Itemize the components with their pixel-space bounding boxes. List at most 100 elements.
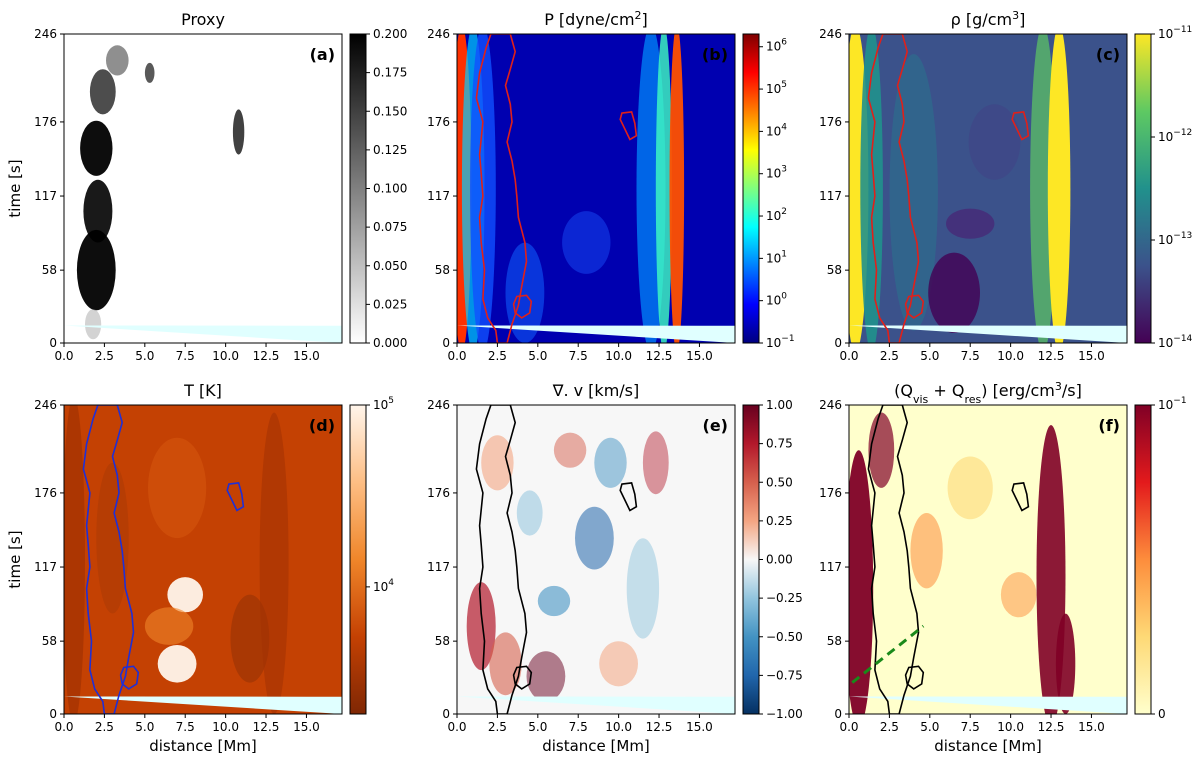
heatmap-feature [64,405,85,714]
x-tick-label: 5.0 [920,349,939,363]
title-part: P [dyne/cm [544,10,634,29]
heatmap-feature [928,252,980,333]
heatmap-feature [669,34,685,343]
tick-base: 10 [766,336,781,350]
colorbar-tick-label: 106 [766,38,787,54]
tick-base: 10 [1158,336,1173,350]
tick-exponent: 5 [388,396,394,406]
panel-title: (Qvis + Qres) [erg/cm3/s] [894,380,1082,406]
contour-small [619,482,638,512]
tick-base: 10 [1158,398,1173,412]
heatmap-feature [83,179,113,243]
colorbar-tick-label: 10−14 [1158,334,1193,350]
plot-area [64,34,342,343]
y-tick-label: 117 [34,560,57,574]
heatmap-feature [562,211,611,274]
plot-area [457,34,735,343]
colorbar-tick-label: 10−1 [1158,396,1187,412]
x-tick-label: 12.5 [646,349,673,363]
heatmap-feature [968,104,1021,180]
colorbar-gradient [349,33,367,344]
colorbar-tick-label: 10−12 [1158,128,1192,144]
heatmap-feature [89,69,116,115]
colorbar-tick-label: −0.25 [766,591,803,605]
panel-c: 0.0 2.5 5.0 7.5 10.0 12.5 15.0 0 58 117 176 246 (c) ρ… [819,9,1193,364]
title-part: T [K] [183,381,222,400]
panel-title: T [K] [183,381,222,400]
colorbar-gradient [1134,33,1152,344]
panel-label: (f) [1098,416,1120,435]
heatmap-feature [232,109,245,155]
x-tick-label: 0.0 [54,720,73,734]
colorbar-tick-label: 105 [766,80,787,96]
tick-exponent: 2 [781,207,787,217]
colorbar-tick-label: 0.125 [373,143,407,157]
tick-exponent: −12 [1173,128,1192,138]
title-part: /s] [1062,381,1082,400]
heatmap-feature [889,54,938,331]
colorbar-tick-label: 10−13 [1158,231,1192,247]
heatmap-feature [868,412,895,488]
colorbar-tick-label: 100 [766,292,787,308]
tick-exponent: 4 [388,578,394,588]
y-tick-label: 0 [442,336,450,350]
panel-title: Proxy [181,10,225,29]
y-axis-label: time [s] [6,530,24,588]
heatmap-feature [157,645,197,683]
colorbar-tick-label: 0.075 [373,220,407,234]
y-tick-label: 58 [435,634,450,648]
panel-title: ∇. v [km/s] [552,381,640,400]
x-tick-label: 10.0 [997,720,1024,734]
heatmap-feature [144,607,194,645]
x-tick-label: 15.0 [293,349,320,363]
colorbar-tick-label: 10−1 [766,334,795,350]
plot-frame [848,404,1128,715]
panel-a: 0.0 2.5 5.0 7.5 10.0 12.5 15.0 0 58 117 176 246 time… [6,10,407,363]
y-tick-label: 58 [42,263,57,277]
x-tick-label: 2.5 [488,349,507,363]
x-tick-label: 7.5 [176,720,195,734]
plot-area [849,34,1127,343]
heatmap-feature [80,120,113,176]
y-tick-label: 117 [819,189,842,203]
panel-f: 0.0 2.5 5.0 7.5 10.0 12.5 15.0 0 58 117 176 246 dist… [819,380,1187,756]
colorbar-tick-label: 105 [373,396,394,412]
panel-label: (e) [703,416,728,435]
heatmap-feature [230,594,270,683]
x-tick-label: 7.5 [569,349,588,363]
heatmap-feature [642,431,669,495]
colorbar-tick-label: 0 [1158,707,1166,721]
tick-exponent: 3 [781,165,787,175]
panel-label: (b) [702,45,728,64]
x-tick-label: 5.0 [135,720,154,734]
heatmap-feature [259,412,289,714]
contour-main [475,34,528,343]
contour-small [226,482,245,512]
tick-base: 10 [766,251,781,265]
title-part: vis [913,393,929,406]
title-part: 3 [1055,380,1062,393]
x-axis-label: distance [Mm] [934,737,1042,755]
y-axis-label: time [s] [6,159,24,217]
plot-frame [63,404,343,715]
x-axis-label: distance [Mm] [542,737,650,755]
x-tick-label: 12.5 [253,720,280,734]
heatmap-feature [655,34,672,343]
tick-exponent: −14 [1173,334,1192,344]
heatmap-feature [85,309,102,340]
panel-label: (d) [309,416,335,435]
heatmap-background [457,34,735,343]
y-tick-label: 58 [42,634,57,648]
panel-d: 0.0 2.5 5.0 7.5 10.0 12.5 15.0 0 58 117 176 246 dist… [6,381,394,755]
tick-base: 10 [766,124,781,138]
heatmap-feature [505,242,545,343]
y-tick-label: 176 [819,115,842,129]
plot-frame [456,33,736,344]
colorbar-gradient [1134,404,1152,715]
heatmap-feature [1000,572,1037,618]
heatmap-feature [599,641,638,687]
tick-exponent: 6 [781,38,787,48]
y-tick-label: 176 [819,486,842,500]
